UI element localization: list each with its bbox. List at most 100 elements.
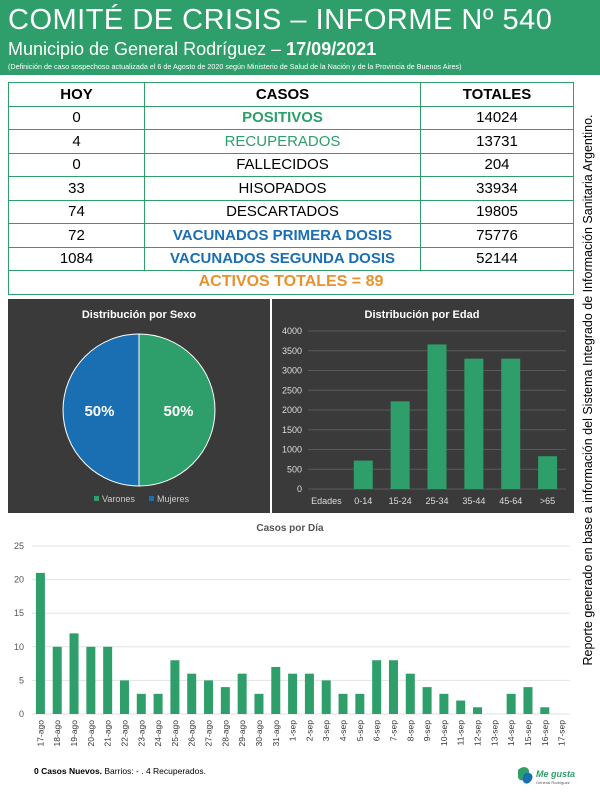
footer-summary: 0 Casos Nuevos. Barrios: - . 4 Recuperad… <box>34 766 206 776</box>
day-bar <box>187 673 197 714</box>
x-tick-label: 5-sep <box>355 720 365 742</box>
y-tick-label: 0 <box>19 709 24 719</box>
x-tick-label: 25-34 <box>425 496 448 506</box>
y-tick-label: 10 <box>14 642 24 652</box>
cell-hoy: 4 <box>8 129 145 154</box>
x-tick-label: 7-sep <box>388 720 398 742</box>
age-bar <box>353 460 373 489</box>
day-bar <box>119 680 129 714</box>
day-bar <box>136 693 146 714</box>
day-bar <box>540 707 550 714</box>
day-bar <box>170 660 180 714</box>
day-bar <box>52 646 62 714</box>
daily-chart-title: Casos por Día <box>256 523 324 534</box>
header-totales: TOTALES <box>420 82 574 107</box>
day-bar <box>153 693 163 714</box>
x-tick-label: 2-sep <box>304 720 314 742</box>
x-tick-label: 16-sep <box>540 720 550 746</box>
age-chart-title: Distribución por Edad <box>365 309 480 321</box>
legend-label: Varones <box>102 494 135 504</box>
day-bar <box>86 646 96 714</box>
sex-distribution-panel: Distribución por Sexo 50% 50% Varones Mujer… <box>8 299 270 513</box>
source-side-text: Reporte generado en base a información d… <box>578 100 598 680</box>
x-tick-label: 3-sep <box>321 720 331 742</box>
x-tick-label: 6-sep <box>372 720 382 742</box>
logo-leaf-blue <box>522 772 533 784</box>
day-bar <box>204 680 214 714</box>
x-tick-label: 12-sep <box>473 720 483 746</box>
legend-swatch <box>94 496 99 501</box>
cell-total: 75776 <box>420 223 574 248</box>
cell-hoy: 1084 <box>8 246 145 271</box>
cell-total: 14024 <box>420 105 574 130</box>
day-bar <box>103 646 113 714</box>
x-tick-label: 9-sep <box>422 720 432 742</box>
x-tick-label: 15-24 <box>389 496 412 506</box>
x-tick-label: 26-ago <box>187 720 197 747</box>
x-tick-label: 23-ago <box>136 720 146 747</box>
pie-slice-mujeres <box>62 333 140 487</box>
y-tick-label: 0 <box>297 484 302 494</box>
y-tick-label: 2500 <box>282 385 302 395</box>
y-tick-label: 1500 <box>282 425 302 435</box>
day-bar <box>69 633 79 714</box>
table-row: 1084 VACUNADOS SEGUNDA DOSIS 52144 <box>8 246 574 271</box>
sex-distribution-chart: Distribución por Sexo 50% 50% Varones Mujer… <box>62 309 216 504</box>
age-bar <box>501 358 521 489</box>
x-tick-label: 17-ago <box>35 720 45 747</box>
table-row: 0 POSITIVOS 14024 <box>8 105 574 130</box>
day-bar <box>372 660 382 714</box>
x-tick-label: 8-sep <box>405 720 415 742</box>
age-bar <box>538 456 558 489</box>
cell-hoy: 72 <box>8 223 145 248</box>
age-bar <box>390 401 410 489</box>
day-bar <box>439 693 449 714</box>
x-tick-label: 31-ago <box>271 720 281 747</box>
age-bar <box>427 344 447 489</box>
pie-title: Distribución por Sexo <box>82 309 197 321</box>
day-bar <box>288 673 298 714</box>
cell-hoy: 0 <box>8 105 145 130</box>
x-tick-label: 11-sep <box>456 720 466 746</box>
header-casos: CASOS <box>144 82 421 107</box>
x-tick-label: 19-ago <box>69 720 79 747</box>
cell-total: 204 <box>420 152 574 177</box>
x-tick-label: 10-sep <box>439 720 449 746</box>
age-distribution-chart: Distribución por Edad 0 500 1000 1500 2000 25… <box>282 309 566 506</box>
table-row: 74 DESCARTADOS 19805 <box>8 199 574 224</box>
cell-caso: VACUNADOS SEGUNDA DOSIS <box>144 246 421 271</box>
cell-hoy: 33 <box>8 176 145 201</box>
me-gusta-logo: Me gusta General Rodríguez <box>518 767 575 785</box>
table-row: 72 VACUNADOS PRIMERA DOSIS 75776 <box>8 223 574 248</box>
pie-slice-varones <box>138 333 216 487</box>
day-bar <box>506 693 516 714</box>
y-tick-label: 4000 <box>282 326 302 336</box>
y-tick-label: 500 <box>287 464 302 474</box>
table-header-row: HOY CASOS TOTALES <box>8 82 574 107</box>
x-tick-label: Edades <box>311 496 342 506</box>
y-tick-label: 2000 <box>282 405 302 415</box>
logo-text: Me gusta <box>536 769 575 779</box>
cell-hoy: 74 <box>8 199 145 224</box>
x-tick-label: 18-ago <box>52 720 62 747</box>
legend-swatch <box>149 496 154 501</box>
x-tick-label: 25-ago <box>170 720 180 747</box>
cell-caso: FALLECIDOS <box>144 152 421 177</box>
cell-total: 19805 <box>420 199 574 224</box>
day-bar <box>355 693 365 714</box>
day-bar <box>271 666 281 714</box>
footer-new-cases: 0 Casos Nuevos. <box>34 766 103 776</box>
y-tick-label: 3500 <box>282 346 302 356</box>
day-bar <box>338 693 348 714</box>
municipality-label: Municipio de General Rodríguez – <box>8 39 287 59</box>
cell-hoy: 0 <box>8 152 145 177</box>
cell-caso: RECUPERADOS <box>144 129 421 154</box>
report-title: COMITÉ DE CRISIS – INFORME Nº 540 <box>8 4 553 36</box>
y-tick-label: 3000 <box>282 366 302 376</box>
definition-note: (Definición de caso sospechoso actualiza… <box>8 62 462 71</box>
y-tick-label: 25 <box>14 541 24 551</box>
activos-totales: ACTIVOS TOTALES = 89 <box>8 270 574 295</box>
daily-cases-chart: Casos por Día 0 5 10 15 20 25 17-ago 18-ago 19-a… <box>14 523 570 747</box>
day-bar <box>321 680 331 714</box>
source-text: Reporte generado en base a información d… <box>581 114 595 666</box>
